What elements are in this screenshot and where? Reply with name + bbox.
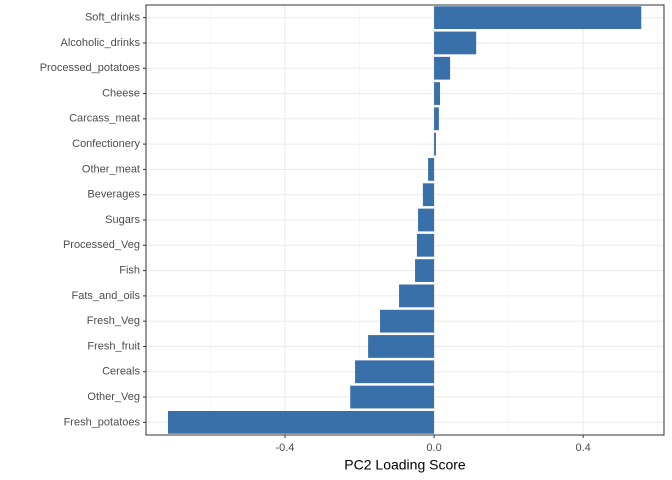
x-tick-label: 0.0 (426, 442, 441, 454)
y-tick-label: Fats_and_oils (72, 290, 141, 302)
y-tick-label: Other_meat (82, 163, 140, 175)
y-tick-label: Other_Veg (87, 391, 140, 403)
bar (350, 385, 435, 409)
bar (355, 360, 435, 384)
bar (434, 82, 441, 105)
y-tick-label: Sugars (105, 214, 140, 226)
bar (418, 208, 435, 232)
x-tick-label: 0.4 (575, 442, 590, 454)
bar (368, 335, 435, 358)
y-tick-label: Processed_Veg (63, 239, 140, 251)
bar (428, 158, 435, 181)
bar (399, 284, 435, 308)
y-tick-label: Confectionery (72, 138, 140, 150)
bar (415, 259, 435, 282)
bar (434, 132, 436, 156)
y-tick-label: Fresh_fruit (87, 340, 140, 352)
bar (416, 233, 435, 257)
bar (434, 31, 477, 55)
x-axis-title: PC2 Loading Score (344, 457, 466, 473)
panel-border (145, 4, 665, 436)
y-tick-label: Fresh_potatoes (64, 416, 141, 428)
y-tick-label: Soft_drinks (85, 12, 141, 24)
bar (380, 309, 435, 333)
bar (434, 107, 439, 131)
y-tick-label: Fish (119, 264, 140, 276)
y-tick-label: Carcass_meat (69, 113, 140, 125)
bar (434, 6, 642, 30)
y-tick-label: Processed_potatoes (40, 62, 141, 74)
y-tick-label: Beverages (87, 189, 140, 201)
y-tick-label: Cheese (102, 87, 140, 99)
x-tick-label: -0.4 (276, 442, 295, 454)
bar (434, 56, 451, 80)
y-tick-label: Cereals (102, 366, 140, 378)
bar (422, 183, 435, 207)
bar (167, 410, 435, 434)
y-tick-label: Fresh_Veg (87, 315, 140, 327)
y-tick-label: Alcoholic_drinks (61, 37, 141, 49)
